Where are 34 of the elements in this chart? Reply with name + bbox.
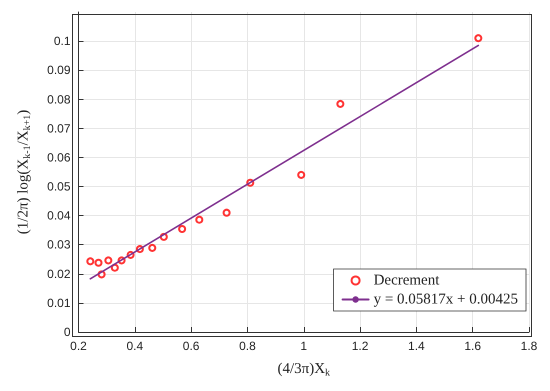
x-tick-label: 1.8 bbox=[520, 339, 538, 353]
y-tick-label: 0.06 bbox=[47, 150, 71, 164]
point bbox=[104, 256, 112, 264]
y-tick-label: 0.02 bbox=[47, 266, 71, 281]
point bbox=[148, 244, 156, 252]
y-tick-label: 0.03 bbox=[47, 238, 71, 252]
y-tick-label: 0.04 bbox=[47, 208, 71, 223]
y-tick-label: 0.08 bbox=[47, 92, 71, 106]
legend-label: y = 0.05817x + 0.00425 bbox=[374, 292, 518, 308]
x-tick-label: 0.8 bbox=[239, 339, 256, 353]
point bbox=[195, 216, 204, 224]
x-tick-label: 1 bbox=[300, 339, 308, 353]
y-tick-label: 0.09 bbox=[47, 63, 71, 78]
point bbox=[94, 258, 102, 267]
y-axis-title: (1/2π) log(Xk-1/Xk+1) bbox=[16, 110, 33, 234]
point bbox=[297, 170, 306, 179]
point bbox=[474, 34, 482, 42]
x-tick-label: 0.4 bbox=[126, 339, 144, 353]
point bbox=[86, 257, 94, 266]
y-tick-label: 0.01 bbox=[47, 296, 71, 310]
x-tick-label: 1.6 bbox=[464, 339, 482, 353]
point bbox=[178, 225, 186, 234]
legend-label: Decrement bbox=[374, 272, 440, 288]
x-tick-label: 1.2 bbox=[352, 339, 369, 353]
x-tick-label: 0.2 bbox=[70, 339, 88, 353]
y-tick-label: 0.1 bbox=[54, 34, 71, 48]
y-tick-label: 0 bbox=[64, 325, 71, 339]
point bbox=[336, 100, 344, 108]
point bbox=[110, 264, 119, 272]
y-tick-label: 0.07 bbox=[47, 121, 71, 136]
point bbox=[222, 208, 231, 217]
x-tick-label: 0.6 bbox=[182, 339, 200, 353]
y-tick-label: 0.05 bbox=[47, 180, 71, 194]
x-tick-label: 1.4 bbox=[408, 339, 426, 353]
